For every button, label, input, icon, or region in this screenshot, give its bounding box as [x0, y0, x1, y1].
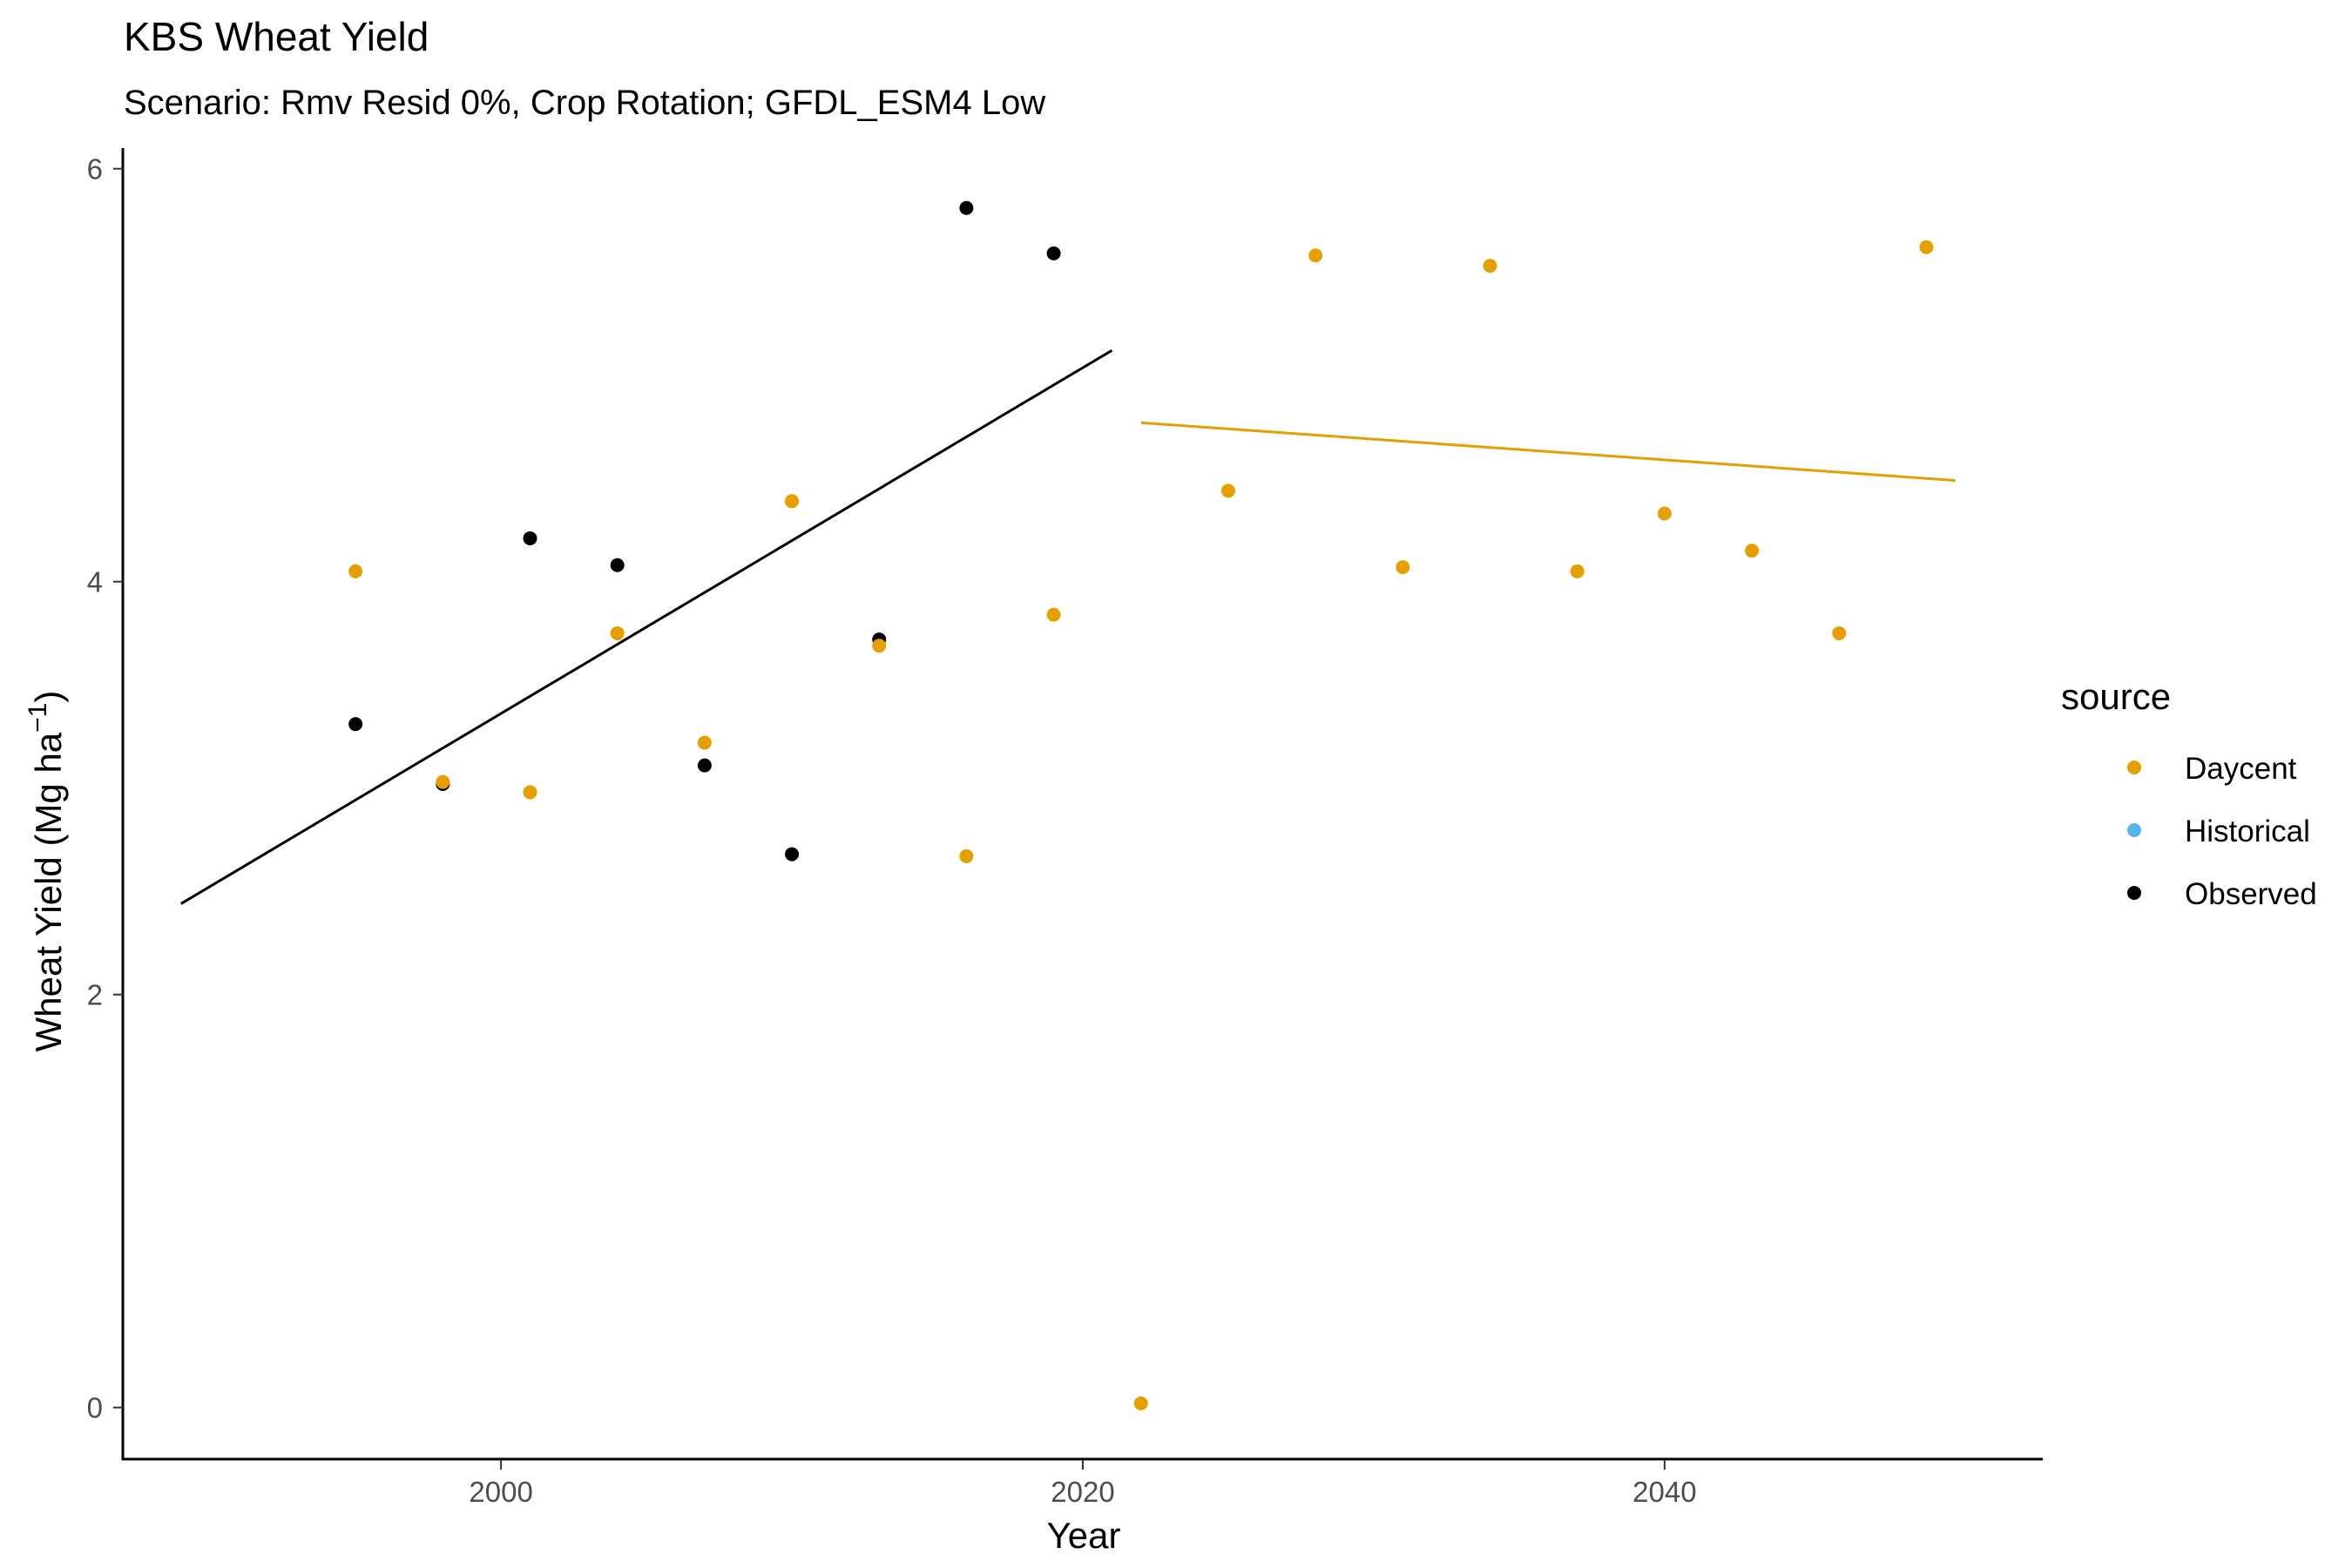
point-daycent: [1745, 544, 1760, 558]
point-daycent: [697, 735, 712, 750]
y-axis-ticks: 0 2 4 6: [87, 153, 123, 1424]
trendline-daycent: [1140, 421, 1956, 483]
point-observed: [523, 531, 537, 545]
point-observed: [1046, 246, 1061, 260]
y-axis-label: Wheat Yield (Mg ha−1): [24, 691, 69, 1052]
trendline-observed: [180, 348, 1113, 905]
point-observed: [610, 558, 625, 572]
point-daycent: [1483, 259, 1497, 274]
y-tick-label: 2: [87, 979, 103, 1011]
trendlines: [180, 348, 1956, 905]
legend-label-daycent: Daycent: [2185, 752, 2297, 786]
chart-title: KBS Wheat Yield: [124, 14, 429, 59]
legend-label-historical: Historical: [2185, 814, 2310, 848]
plot-area: 0 2 4 6 2000 2020 2040: [87, 148, 2043, 1508]
y-axis-label-main: Wheat Yield (Mg ha: [28, 732, 69, 1051]
legend-title: source: [2061, 676, 2171, 717]
chart-subtitle: Scenario: Rmv Resid 0%, Crop Rotation; G…: [124, 84, 1045, 122]
point-daycent: [1832, 625, 1847, 640]
legend-key-observed: [2127, 886, 2141, 900]
x-axis-label: Year: [1047, 1515, 1121, 1556]
x-tick-label: 2020: [1051, 1476, 1114, 1508]
point-daycent: [610, 625, 625, 640]
y-axis-label-close: ): [28, 691, 69, 703]
point-daycent: [523, 785, 537, 800]
point-observed: [348, 717, 363, 732]
point-daycent: [1046, 607, 1061, 622]
y-tick-label: 6: [87, 153, 103, 186]
point-daycent: [1570, 564, 1585, 578]
point-daycent: [872, 639, 887, 653]
point-daycent: [1308, 248, 1323, 263]
point-observed: [785, 847, 800, 862]
y-tick-label: 0: [87, 1392, 103, 1424]
point-daycent: [1220, 483, 1235, 498]
legend-label-observed: Observed: [2185, 877, 2317, 911]
point-daycent: [436, 774, 450, 789]
point-daycent: [959, 848, 974, 863]
x-tick-label: 2000: [469, 1476, 532, 1508]
y-axis-label-superscript: −1: [24, 703, 52, 733]
legend-key-historical: [2127, 823, 2141, 837]
point-daycent: [785, 494, 800, 509]
point-daycent: [1657, 506, 1672, 521]
point-daycent: [1919, 240, 1934, 254]
point-daycent: [1133, 1396, 1148, 1411]
x-tick-label: 2040: [1632, 1476, 1696, 1508]
legend: source Daycent Historical Observed: [2061, 676, 2317, 911]
data-points: [348, 200, 1934, 1411]
y-tick-label: 4: [87, 566, 103, 598]
point-daycent: [1396, 560, 1410, 575]
point-observed: [697, 758, 712, 773]
legend-items: Daycent Historical Observed: [2127, 752, 2317, 911]
point-observed: [959, 200, 974, 215]
legend-key-daycent: [2127, 760, 2141, 774]
point-daycent: [348, 564, 363, 578]
x-axis-ticks: 2000 2020 2040: [469, 1460, 1697, 1508]
